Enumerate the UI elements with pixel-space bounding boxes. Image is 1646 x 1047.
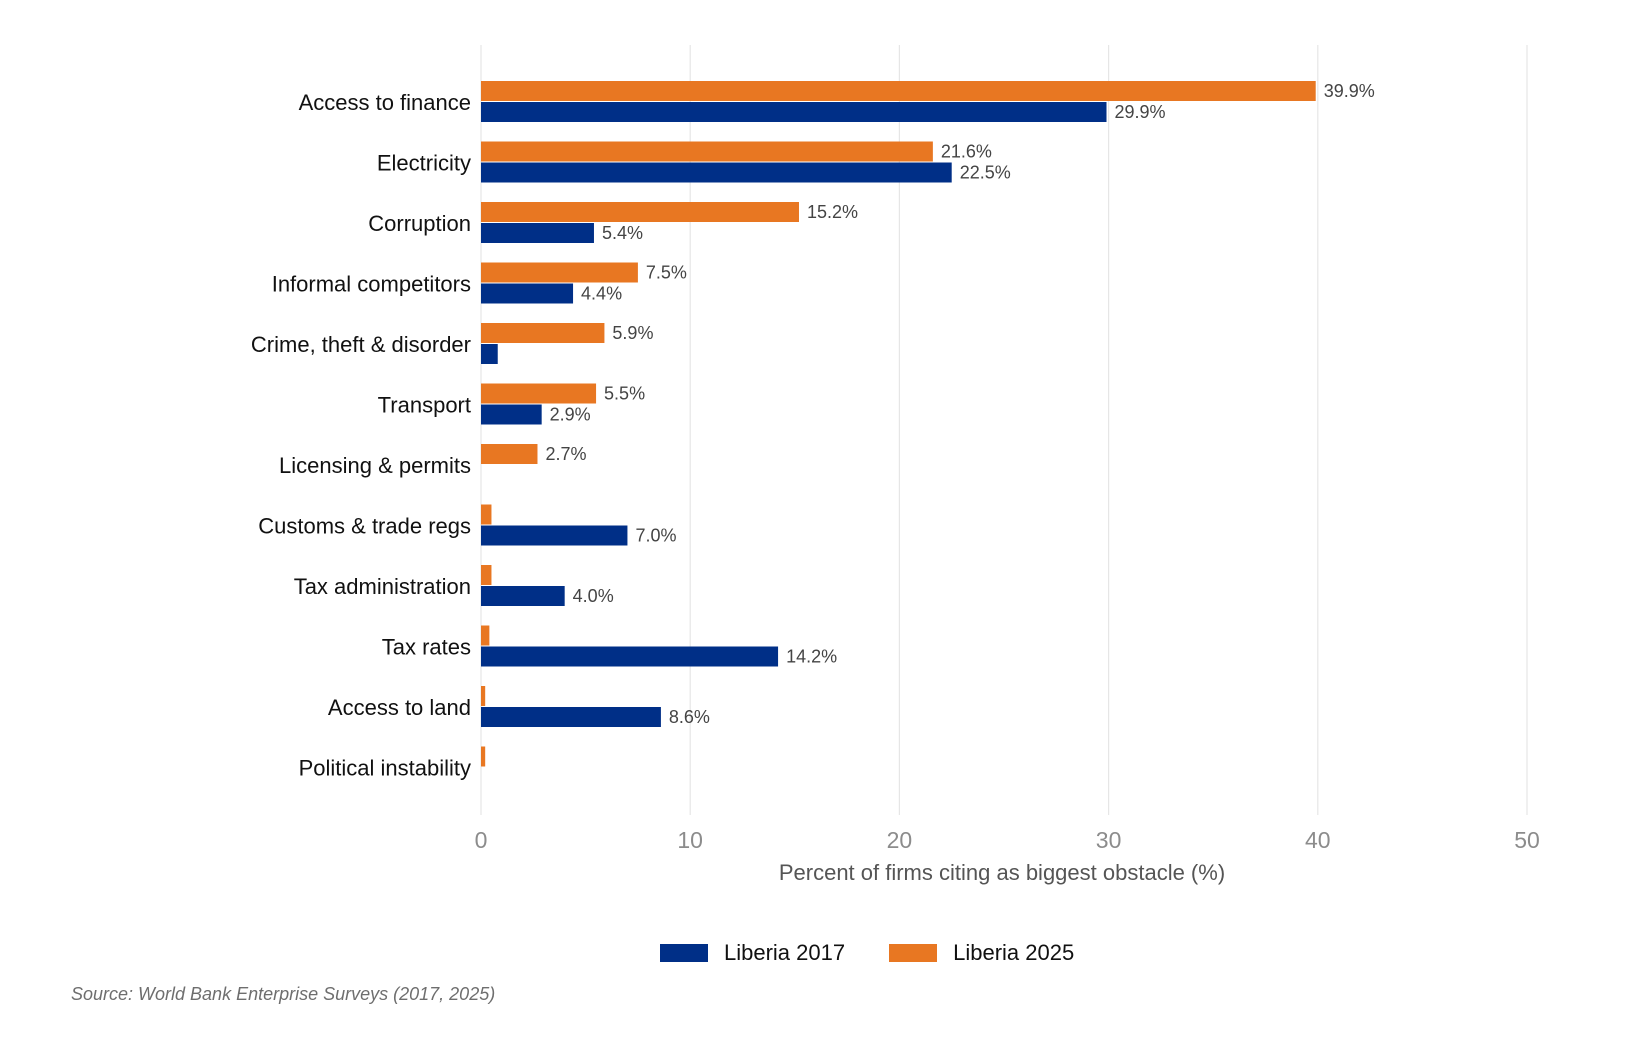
x-axis-title: Percent of firms citing as biggest obsta… — [779, 860, 1225, 885]
x-tick-label: 20 — [887, 827, 913, 853]
bar-2025 — [481, 746, 486, 767]
legend: Liberia 2017 Liberia 2025 — [660, 940, 1118, 966]
x-tick-label: 40 — [1305, 827, 1331, 853]
category-label: Crime, theft & disorder — [251, 332, 471, 357]
bar-2025 — [481, 504, 492, 525]
bar-2017 — [481, 646, 779, 667]
category-label: Corruption — [368, 211, 471, 236]
bar-2025 — [481, 262, 638, 283]
value-label-2025: 2.7% — [545, 444, 586, 464]
bar-2025 — [481, 686, 486, 706]
category-labels: Access to finance Electricity Corruption In… — [251, 90, 471, 781]
bar-2017 — [481, 525, 628, 546]
x-tick-label: 10 — [677, 827, 703, 853]
legend-swatch-2017 — [660, 944, 708, 962]
bar-2025 — [481, 323, 605, 343]
legend-label-2017: Liberia 2017 — [724, 940, 846, 965]
category-label: Access to finance — [299, 90, 471, 115]
bar-2017 — [481, 102, 1107, 122]
value-label-2025: 5.9% — [612, 323, 653, 343]
bar-2025 — [481, 444, 538, 464]
bar-2017 — [481, 586, 565, 606]
legend-item-2025: Liberia 2025 — [889, 940, 1074, 966]
legend-item-2017: Liberia 2017 — [660, 940, 845, 966]
category-label: Tax rates — [382, 635, 471, 660]
bar-2017 — [481, 707, 661, 727]
value-label-2017: 7.0% — [635, 526, 676, 546]
category-label: Electricity — [377, 151, 471, 176]
category-label: Access to land — [328, 695, 471, 720]
bar-2025 — [481, 81, 1316, 101]
value-label-2025: 15.2% — [807, 202, 858, 222]
legend-label-2025: Liberia 2025 — [953, 940, 1075, 965]
category-label: Licensing & permits — [279, 453, 471, 478]
x-tick-label: 0 — [475, 827, 488, 853]
x-tick-label: 50 — [1514, 827, 1540, 853]
bar-2025 — [481, 141, 933, 162]
value-label-2017: 4.4% — [581, 284, 622, 304]
value-label-2017: 14.2% — [786, 647, 837, 667]
bar-2025 — [481, 565, 492, 585]
category-label: Political instability — [299, 756, 471, 781]
bar-2025 — [481, 383, 597, 404]
category-label: Informal competitors — [272, 272, 471, 297]
value-label-2017: 29.9% — [1115, 102, 1166, 122]
category-label: Tax administration — [294, 574, 471, 599]
bar-2025 — [481, 202, 799, 222]
value-label-2017: 2.9% — [550, 405, 591, 425]
bars — [481, 81, 1316, 767]
value-label-2025: 5.5% — [604, 384, 645, 404]
source-note: Source: World Bank Enterprise Surveys (2… — [71, 984, 496, 1004]
value-labels: 39.9% 29.9% 21.6%22.5% 15.2% 5.4%7.5% 4.4% 5.9… — [545, 81, 1374, 727]
legend-swatch-2025 — [889, 944, 938, 962]
x-tick-labels: 0 10 20 30 40 50 — [475, 827, 1540, 853]
bar-2017 — [481, 404, 542, 425]
value-label-2017: 5.4% — [602, 223, 643, 243]
value-label-2017: 22.5% — [960, 163, 1011, 183]
bar-2017 — [481, 283, 574, 304]
bar-2017 — [481, 223, 594, 243]
value-label-2025: 21.6% — [941, 142, 992, 162]
value-label-2025: 39.9% — [1324, 81, 1375, 101]
category-label: Customs & trade regs — [258, 514, 471, 539]
value-label-2025: 7.5% — [646, 263, 687, 283]
bar-2017 — [481, 344, 498, 364]
bar-2025 — [481, 625, 490, 646]
bar-2017 — [481, 162, 952, 183]
x-tick-label: 30 — [1096, 827, 1122, 853]
value-label-2017: 4.0% — [573, 586, 614, 606]
value-label-2017: 8.6% — [669, 707, 710, 727]
category-label: Transport — [378, 393, 471, 418]
